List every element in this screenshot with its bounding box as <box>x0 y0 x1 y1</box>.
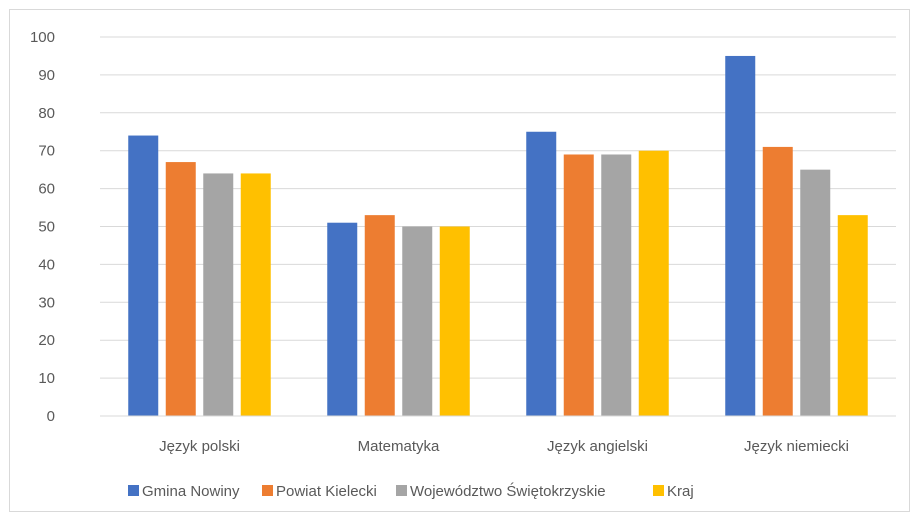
legend-swatch <box>653 485 664 496</box>
legend-swatch <box>262 485 273 496</box>
bar <box>402 226 433 416</box>
bar <box>800 169 831 416</box>
bar <box>725 55 756 416</box>
legend-label: Gmina Nowiny <box>142 483 240 500</box>
y-tick-label: 10 <box>38 370 55 387</box>
legend-swatch <box>128 485 139 496</box>
y-tick-label: 70 <box>38 143 55 160</box>
legend: Gmina Nowiny Powiat Kielecki Województwo Ś… <box>128 482 694 500</box>
bar <box>526 131 557 416</box>
y-tick-label: 50 <box>38 219 55 236</box>
y-tick-label: 20 <box>38 332 55 349</box>
x-category-label: Matematyka <box>358 438 440 455</box>
legend-label: Województwo Świętokrzyskie <box>410 482 606 500</box>
y-tick-label: 90 <box>38 67 55 84</box>
bars <box>128 55 868 417</box>
bar <box>128 135 159 417</box>
legend-label: Kraj <box>667 483 694 500</box>
bar <box>601 154 632 417</box>
x-category-label: Język angielski <box>547 438 648 455</box>
y-tick-label: 40 <box>38 256 55 273</box>
bar <box>240 173 271 416</box>
bar <box>837 215 868 416</box>
bar <box>327 222 358 416</box>
y-tick-label: 100 <box>30 29 55 46</box>
x-category-label: Język niemiecki <box>744 438 849 455</box>
bar <box>439 226 470 416</box>
y-axis: 0 10 20 30 40 50 60 70 80 90 100 <box>30 29 55 425</box>
bar <box>638 150 669 416</box>
bar <box>762 146 793 416</box>
y-tick-label: 0 <box>47 408 55 425</box>
y-tick-label: 80 <box>38 105 55 122</box>
y-tick-label: 60 <box>38 181 55 198</box>
y-tick-label: 30 <box>38 294 55 311</box>
x-category-label: Język polski <box>159 438 240 455</box>
bar <box>364 215 395 416</box>
legend-label: Powiat Kielecki <box>276 483 377 500</box>
bar <box>165 162 196 416</box>
legend-swatch <box>396 485 407 496</box>
x-axis: Język polski Matematyka Język angielski Jęz… <box>159 438 849 455</box>
bar <box>203 173 234 416</box>
bar <box>563 154 594 417</box>
